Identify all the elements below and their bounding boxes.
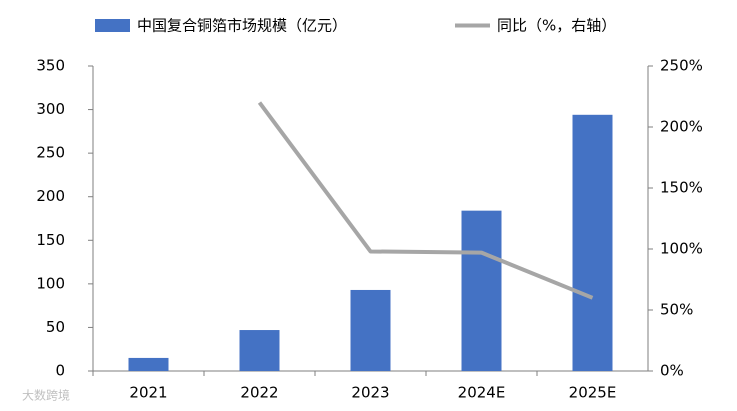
legend-label: 同比（%，右轴） <box>497 17 616 35</box>
y2-tick-label: 250% <box>660 57 703 75</box>
line <box>257 101 594 300</box>
bar <box>350 289 391 371</box>
x-tick-label: 2024E <box>458 384 506 402</box>
y-tick-label: 200 <box>36 187 65 205</box>
bar <box>239 330 280 371</box>
x-tick-label: 2023 <box>351 384 389 402</box>
legend-label: 中国复合铜箔市场规模（亿元） <box>137 17 347 35</box>
legend-swatch <box>95 19 130 32</box>
y-tick-label: 50 <box>46 318 65 336</box>
x-tick-label: 2021 <box>129 384 167 402</box>
y-tick-label: 150 <box>36 231 65 249</box>
bar <box>461 210 502 371</box>
x-tick-label: 2022 <box>240 384 278 402</box>
y2-tick-label: 50% <box>660 301 693 319</box>
y-tick-label: 350 <box>36 57 65 75</box>
x-tick-label: 2025E <box>569 384 617 402</box>
watermark: 大数跨境 <box>22 388 70 403</box>
y-tick-label: 100 <box>36 274 65 292</box>
y2-tick-label: 100% <box>660 240 703 258</box>
y2-tick-label: 200% <box>660 118 703 136</box>
bar <box>128 357 169 371</box>
y2-tick-label: 0% <box>660 362 684 380</box>
y-tick-label: 300 <box>36 100 65 118</box>
y-tick-label: 0 <box>55 362 65 380</box>
y2-tick-label: 150% <box>660 179 703 197</box>
bar <box>572 114 613 372</box>
y-tick-label: 250 <box>36 144 65 162</box>
